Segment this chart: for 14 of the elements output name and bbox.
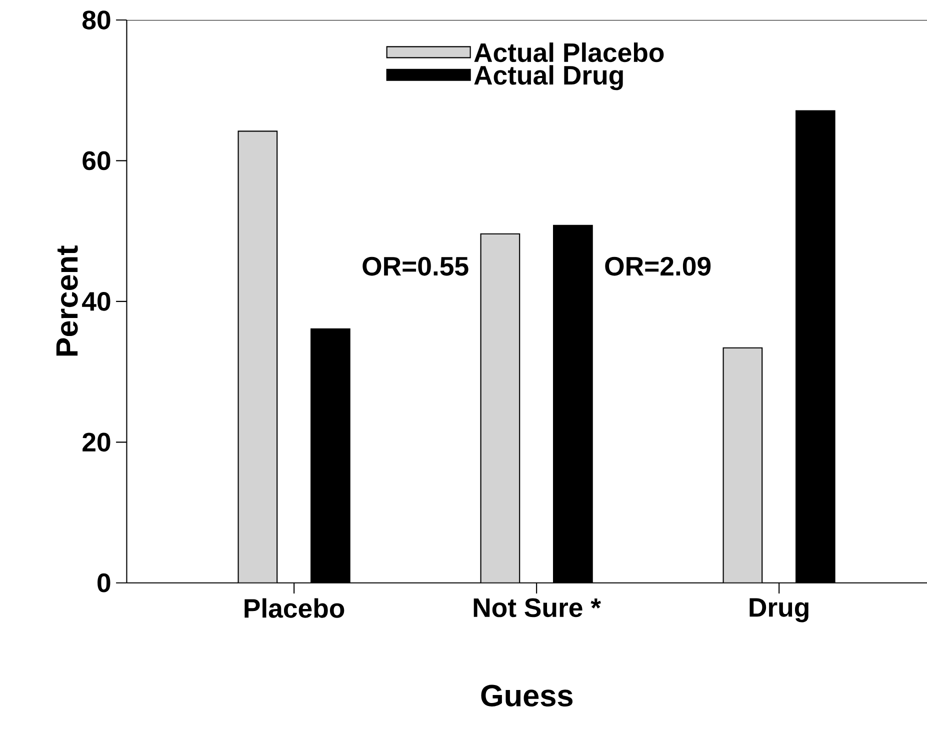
x-tick-label: Not Sure * <box>474 598 601 618</box>
x-tick-label: Placebo <box>244 598 344 618</box>
y-tick-label: 20 <box>82 432 110 452</box>
y-tick-label: 80 <box>82 10 110 30</box>
y-axis-title: Percent <box>56 246 78 356</box>
x-tick-label: Drug <box>750 598 808 622</box>
x-axis-title: Guess <box>481 684 573 707</box>
annotation: OR=0.55 <box>362 256 468 276</box>
legend-label: Actual Drug <box>474 65 623 90</box>
y-tick-label: 0 <box>98 573 110 592</box>
y-tick-label: 60 <box>82 151 110 170</box>
legend-label: Actual Placebo <box>474 42 664 62</box>
annotation: OR=2.09 <box>605 256 711 276</box>
y-tick-label: 40 <box>82 292 110 311</box>
